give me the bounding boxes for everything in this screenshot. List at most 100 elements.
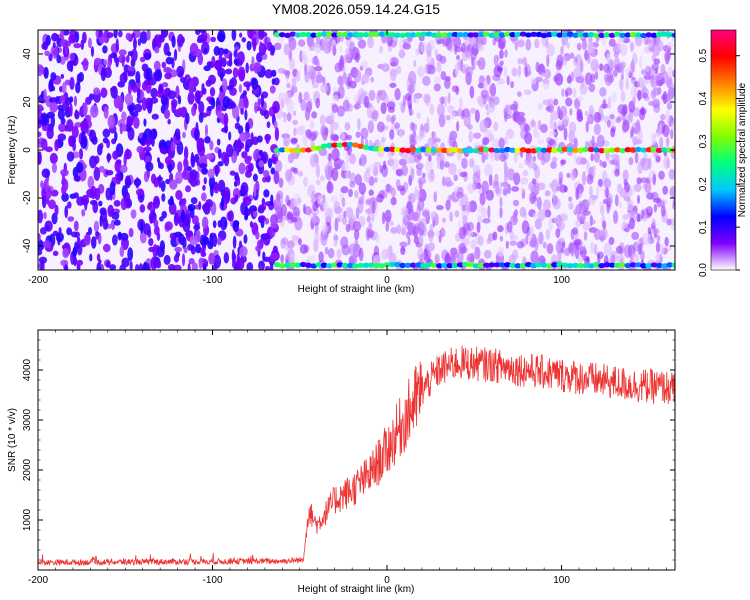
spectrogram-cell bbox=[501, 181, 509, 188]
spectrogram-cell bbox=[562, 241, 566, 249]
spectrogram-cell bbox=[579, 82, 588, 95]
spectrogram-cell bbox=[229, 170, 236, 176]
spectrogram-cell bbox=[183, 247, 188, 254]
spectrogram-cell bbox=[69, 103, 73, 117]
spectrogram-band-cell bbox=[613, 262, 621, 268]
spectrogram-cell bbox=[407, 212, 417, 219]
spectrogram-band-cell bbox=[472, 32, 480, 38]
spectrogram-cell bbox=[400, 103, 406, 113]
spectrogram-cell bbox=[311, 57, 316, 65]
spectrogram-cell bbox=[163, 109, 171, 120]
spectrogram-cell bbox=[251, 77, 259, 90]
spectrogram-band-cell bbox=[409, 32, 417, 38]
spectrogram-cell bbox=[156, 246, 165, 258]
spectrogram-cell bbox=[40, 227, 47, 235]
spectrogram-cell bbox=[333, 200, 341, 214]
spectrogram-cell bbox=[160, 30, 166, 37]
spectrogram-cell bbox=[433, 76, 441, 86]
spectrogram-band-cell bbox=[634, 32, 642, 38]
spectrogram-band-cell bbox=[645, 262, 653, 269]
spectrogram-cell bbox=[164, 221, 173, 231]
spectrogram-cell bbox=[312, 201, 319, 212]
spectrogram-cell bbox=[429, 103, 435, 115]
spectrogram-cell bbox=[517, 39, 525, 48]
spectrogram-cell bbox=[588, 105, 594, 117]
spectrogram-cell bbox=[88, 226, 93, 236]
spectrogram-cell bbox=[536, 196, 542, 210]
spectrogram-cell bbox=[175, 85, 180, 100]
spectrogram-cell bbox=[64, 263, 69, 270]
spectrogram-cell bbox=[66, 201, 72, 209]
spectrogram-band-cell bbox=[441, 32, 449, 38]
spectrogram-cell bbox=[69, 52, 75, 61]
spectrogram-cell bbox=[164, 72, 172, 80]
spectrogram-cell bbox=[559, 105, 568, 118]
spectrogram-cell bbox=[606, 200, 610, 214]
spectrogram-cell bbox=[107, 204, 114, 217]
spectrogram-cell bbox=[194, 153, 200, 163]
spectrogram-cell bbox=[591, 135, 595, 146]
spectrogram-cell bbox=[633, 86, 637, 99]
spectrogram-cell bbox=[328, 152, 332, 163]
spectrogram-cell bbox=[270, 167, 276, 175]
spectrogram-band-cell bbox=[582, 146, 590, 152]
colorbar-tick-label: 0.4 bbox=[698, 91, 709, 105]
spectrogram-cell bbox=[651, 228, 660, 235]
spectrogram-cell bbox=[275, 214, 284, 224]
spectrogram-band-cell bbox=[310, 145, 318, 151]
spectrogram-cell bbox=[354, 190, 359, 199]
spectrogram-cell bbox=[286, 251, 291, 261]
spectrogram-cell bbox=[367, 207, 371, 218]
spectrogram-cell bbox=[68, 135, 73, 147]
spectrogram-cell bbox=[557, 249, 562, 261]
spectrogram-band-cell bbox=[378, 263, 386, 269]
spectrogram-cell bbox=[163, 254, 171, 266]
spectrogram-cell bbox=[150, 87, 158, 99]
spectrogram-cell bbox=[666, 42, 674, 48]
spectrogram-cell bbox=[505, 240, 509, 249]
spectrogram-cell bbox=[113, 30, 118, 39]
spectrogram-cell bbox=[123, 153, 127, 167]
spectrogram-cell bbox=[138, 132, 143, 139]
spectrogram-cell bbox=[447, 92, 451, 105]
spectrogram-band-cell bbox=[325, 31, 333, 37]
spectrogram-cell bbox=[525, 38, 532, 51]
spectrogram-band-cell bbox=[331, 142, 339, 148]
spectrogram-cell bbox=[81, 194, 90, 206]
spectrogram-cell bbox=[217, 148, 222, 159]
spectrogram-cell bbox=[476, 95, 484, 105]
spectrogram-cell bbox=[238, 84, 243, 93]
spectrogram-cell bbox=[170, 98, 178, 108]
spectrogram-cell bbox=[484, 163, 493, 177]
spectrogram-cell bbox=[344, 122, 351, 131]
spectrogram-cell bbox=[345, 223, 351, 233]
spectrogram-cell bbox=[237, 137, 241, 150]
spectrogram-cell bbox=[274, 127, 279, 141]
spectrogram-cell bbox=[622, 169, 629, 182]
spectrogram-cell bbox=[562, 115, 570, 126]
spectrogram-cell bbox=[367, 120, 374, 134]
spectrogram-cell bbox=[381, 248, 390, 260]
spectrogram-cell bbox=[548, 138, 556, 146]
spectrogram-cell bbox=[613, 57, 620, 67]
spectrogram-cell bbox=[197, 143, 206, 157]
spectrogram-cell bbox=[167, 147, 172, 159]
spectrogram-cell bbox=[202, 236, 210, 245]
spectrogram-cell bbox=[43, 71, 49, 77]
spectrogram-cell bbox=[506, 183, 512, 195]
spectrogram-cell bbox=[641, 157, 650, 171]
spectrogram-cell bbox=[275, 159, 283, 173]
spectrogram-cell bbox=[161, 210, 167, 219]
colorbar-tick-label: 0.0 bbox=[698, 263, 709, 277]
spectrogram-cell bbox=[316, 59, 320, 68]
spectrogram-cell bbox=[504, 136, 508, 145]
spectrogram-cell bbox=[73, 220, 79, 232]
spectrogram-cell bbox=[379, 165, 384, 174]
spectrogram-cell bbox=[330, 133, 339, 141]
spectrogram-cell bbox=[152, 244, 158, 258]
spectrogram-cell bbox=[367, 35, 374, 49]
spectrogram-band-cell bbox=[598, 263, 606, 269]
spectrogram-cell bbox=[449, 131, 458, 140]
spectrogram-cell bbox=[61, 244, 70, 250]
spectrogram-band-cell bbox=[551, 262, 559, 268]
